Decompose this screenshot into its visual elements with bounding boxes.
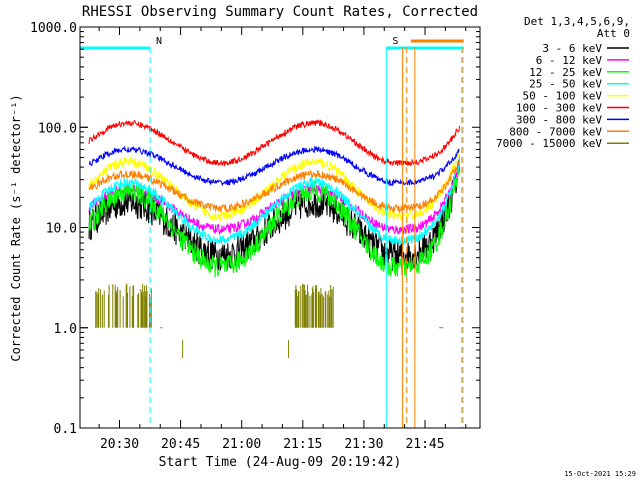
x-tick-label: 20:45 [161,437,200,452]
y-tick-label: 0.1 [54,422,77,437]
legend-label-1: 3 - 6 keV [542,42,602,55]
series-line-6 [88,118,460,168]
legend-label-6: 100 - 300 keV [516,102,602,115]
x-tick-label: 21:30 [344,437,383,452]
chart-title: RHESSI Observing Summary Count Rates, Co… [82,4,478,20]
y-tick-label: 1000.0 [30,21,77,36]
flag-label-N: N [156,36,162,47]
x-axis-label: Start Time (24-Aug-09 20:19:42) [159,455,402,470]
flag-label-S: S [392,36,398,47]
legend-label-4: 25 - 50 keV [529,78,602,91]
series-line-7 [88,145,460,187]
x-tick-label: 20:30 [100,437,139,452]
axes: 0.1 1.0 10.0 100.0 1000.0 20:30 20:45 21:00 21:1… [30,21,481,452]
y-axis-label: Corrected Count Rate (s⁻¹ detector⁻¹) [9,94,23,361]
y-tick-label: 10.0 [46,222,77,237]
x-tick-label: 21:00 [222,437,261,452]
legend-label-9: 7000 - 15000 keV [496,137,602,150]
x-tick-label: 21:45 [405,437,444,452]
series-line-3 [88,156,460,278]
y-tick-label: 100.0 [38,121,77,136]
legend-label-7: 300 - 800 keV [516,113,602,126]
series-line-8 [88,161,460,214]
legend-label-2: 6 - 12 keV [536,54,603,67]
legend-label-5: 50 - 100 keV [523,90,603,103]
legend-header-line-1: Det 1,3,4,5,6,9, [524,15,630,28]
series-line-4 [88,163,460,246]
date-stamp: 15-Oct-2021 15:29 [564,470,636,478]
legend-label-3: 12 - 25 keV [529,66,602,79]
series-line-5 [88,148,460,223]
legend-header-line-2: Att 0 [597,27,630,40]
x-tick-label: 21:15 [283,437,322,452]
legend-label-8: 800 - 7000 keV [509,125,602,138]
y-tick-label: 1.0 [54,322,77,337]
